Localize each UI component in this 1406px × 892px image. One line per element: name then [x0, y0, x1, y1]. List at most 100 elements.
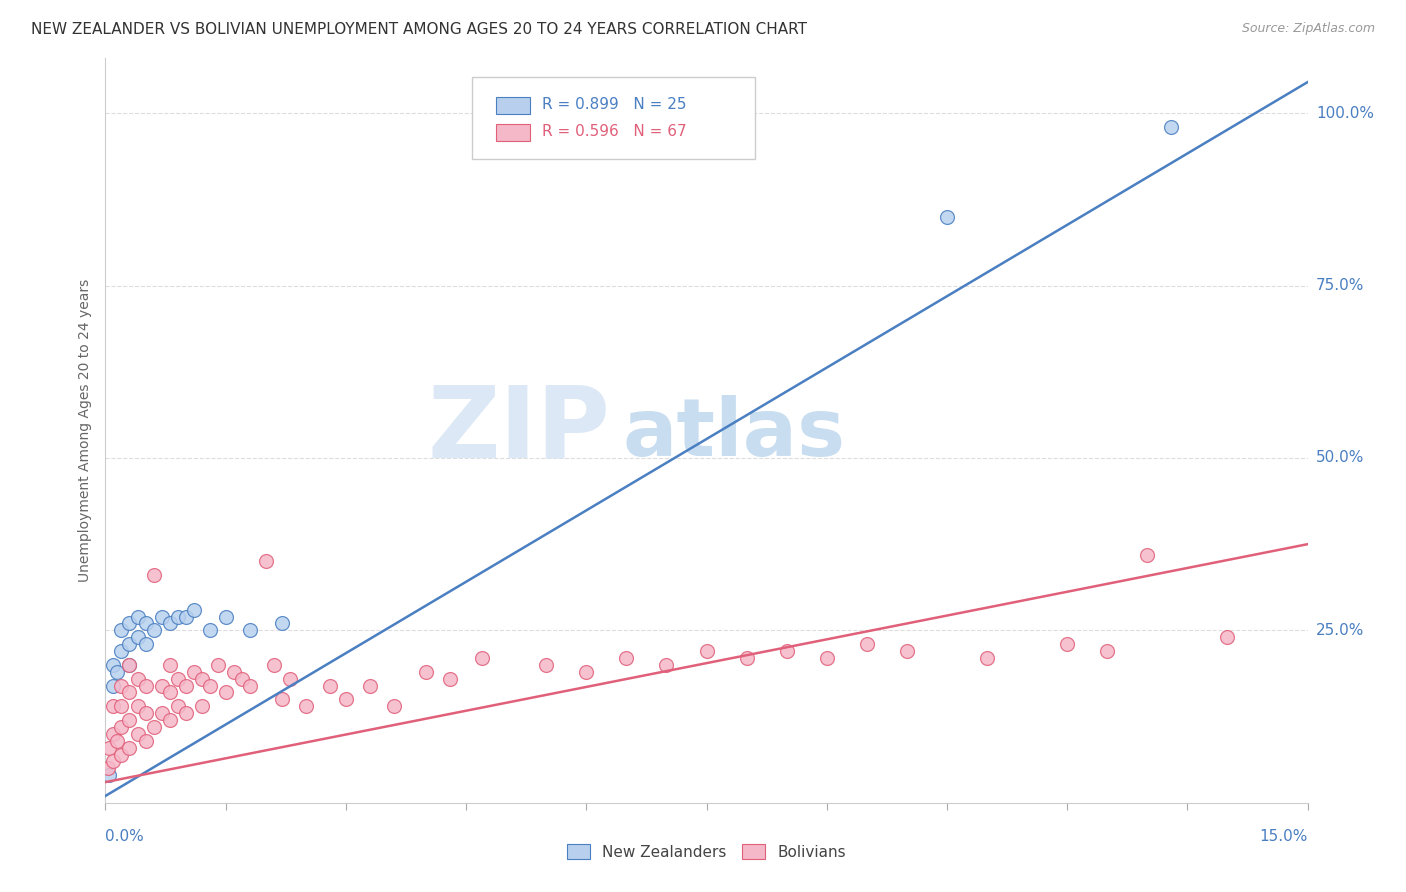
Point — [1160, 120, 1182, 134]
Point — [335, 692, 357, 706]
Point — [142, 568, 165, 582]
Point — [239, 679, 262, 693]
Point — [936, 210, 959, 224]
Text: 75.0%: 75.0% — [1316, 278, 1364, 293]
Point — [142, 720, 165, 734]
Text: 0.0%: 0.0% — [105, 830, 145, 844]
Point — [135, 637, 157, 651]
Point — [107, 665, 129, 679]
Point — [135, 733, 157, 747]
Point — [135, 616, 157, 631]
Point — [159, 616, 181, 631]
FancyBboxPatch shape — [496, 124, 530, 141]
Point — [166, 672, 188, 686]
Point — [97, 761, 120, 775]
Point — [1216, 630, 1239, 644]
Text: Source: ZipAtlas.com: Source: ZipAtlas.com — [1241, 22, 1375, 36]
Point — [183, 603, 205, 617]
Text: 15.0%: 15.0% — [1260, 830, 1308, 844]
Point — [118, 657, 141, 672]
Point — [159, 685, 181, 699]
Point — [222, 665, 245, 679]
Text: R = 0.596   N = 67: R = 0.596 N = 67 — [541, 124, 686, 139]
Y-axis label: Unemployment Among Ages 20 to 24 years: Unemployment Among Ages 20 to 24 years — [79, 279, 93, 582]
Point — [103, 699, 125, 714]
Point — [263, 657, 285, 672]
Point — [776, 644, 799, 658]
Point — [1136, 548, 1159, 562]
Point — [110, 699, 132, 714]
Point — [1097, 644, 1119, 658]
Point — [118, 657, 141, 672]
Point — [110, 679, 132, 693]
Point — [118, 616, 141, 631]
Point — [855, 637, 877, 651]
Text: 50.0%: 50.0% — [1316, 450, 1364, 466]
Point — [575, 665, 598, 679]
Text: 100.0%: 100.0% — [1316, 105, 1374, 120]
Point — [174, 609, 197, 624]
Point — [150, 679, 173, 693]
Point — [231, 672, 253, 686]
Point — [103, 755, 125, 769]
FancyBboxPatch shape — [472, 77, 755, 159]
Point — [655, 657, 678, 672]
Point — [616, 651, 638, 665]
Point — [127, 699, 149, 714]
Point — [135, 679, 157, 693]
Point — [1056, 637, 1078, 651]
Point — [415, 665, 437, 679]
Point — [190, 672, 212, 686]
Point — [183, 665, 205, 679]
Text: atlas: atlas — [623, 395, 845, 473]
Point — [295, 699, 318, 714]
Point — [359, 679, 381, 693]
Point — [110, 624, 132, 638]
Point — [127, 609, 149, 624]
Point — [127, 672, 149, 686]
Point — [135, 706, 157, 720]
Point — [270, 692, 292, 706]
Point — [142, 624, 165, 638]
Point — [103, 679, 125, 693]
Point — [118, 713, 141, 727]
Point — [735, 651, 758, 665]
Point — [98, 768, 121, 782]
Point — [118, 637, 141, 651]
Point — [896, 644, 918, 658]
Point — [439, 672, 461, 686]
Point — [270, 616, 292, 631]
Point — [815, 651, 838, 665]
Point — [166, 609, 188, 624]
Point — [159, 713, 181, 727]
Point — [254, 554, 277, 568]
Point — [110, 644, 132, 658]
Point — [127, 727, 149, 741]
FancyBboxPatch shape — [496, 97, 530, 114]
Point — [110, 720, 132, 734]
Point — [98, 740, 121, 755]
Point — [127, 630, 149, 644]
Point — [696, 644, 718, 658]
Text: R = 0.899   N = 25: R = 0.899 N = 25 — [541, 97, 686, 112]
Point — [214, 609, 236, 624]
Point — [471, 651, 494, 665]
Point — [198, 679, 221, 693]
Point — [976, 651, 998, 665]
Point — [534, 657, 557, 672]
Point — [118, 740, 141, 755]
Text: 25.0%: 25.0% — [1316, 623, 1364, 638]
Point — [278, 672, 301, 686]
Point — [382, 699, 405, 714]
Point — [174, 679, 197, 693]
Point — [110, 747, 132, 762]
Point — [150, 609, 173, 624]
Point — [103, 657, 125, 672]
Point — [150, 706, 173, 720]
Point — [174, 706, 197, 720]
Point — [159, 657, 181, 672]
Legend: New Zealanders, Bolivians: New Zealanders, Bolivians — [561, 838, 852, 866]
Point — [103, 727, 125, 741]
Point — [118, 685, 141, 699]
Point — [207, 657, 229, 672]
